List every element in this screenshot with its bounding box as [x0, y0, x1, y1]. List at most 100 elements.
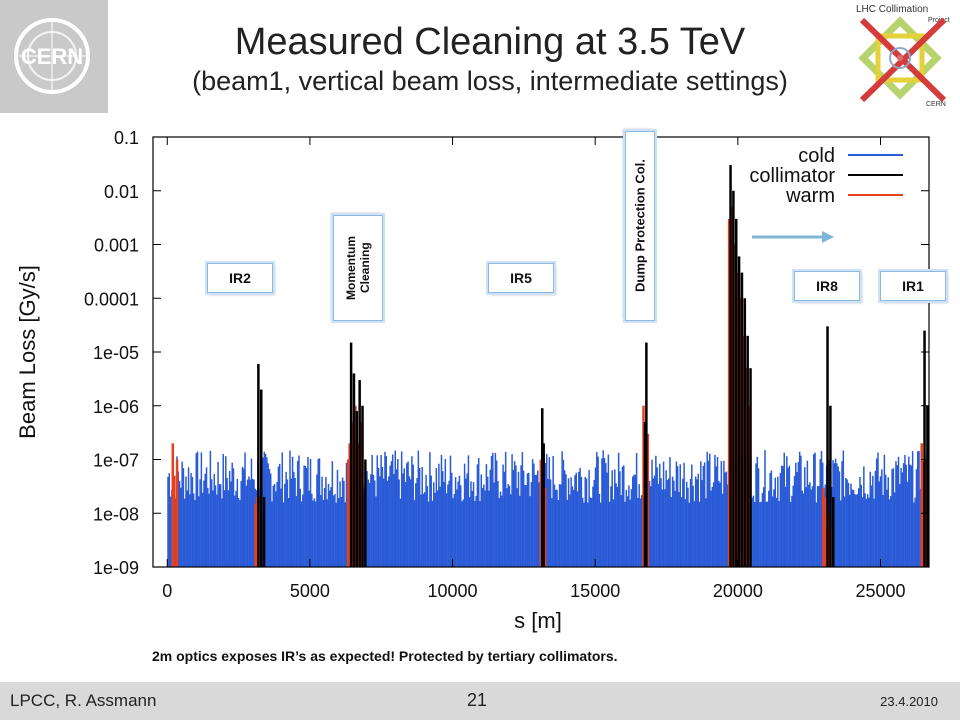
cold-bar: [809, 482, 811, 567]
warm-bar: [739, 298, 742, 567]
warm-bar: [727, 218, 731, 567]
cold-bar: [481, 487, 484, 567]
cold-bar: [408, 476, 411, 567]
cold-bar: [317, 458, 319, 567]
cold-bar: [472, 482, 475, 567]
warm-bar: [356, 443, 360, 567]
cold-bar: [237, 497, 240, 567]
x-axis-label: s [m]: [514, 608, 562, 633]
cold-bar: [384, 451, 386, 567]
cold-bar: [217, 461, 219, 567]
cold-bar: [806, 460, 809, 567]
cold-bar: [798, 451, 801, 567]
cold-bar: [547, 478, 549, 567]
cold-bar: [236, 478, 239, 567]
cold-bar: [407, 461, 409, 567]
cold-bar: [393, 473, 395, 567]
cold-bar: [599, 502, 602, 567]
cold-bar: [558, 484, 561, 567]
cold-bar: [761, 493, 764, 567]
cold-bar: [884, 474, 887, 567]
cold-bar: [377, 467, 380, 567]
cold-bar: [488, 490, 490, 567]
cold-bar: [669, 457, 671, 567]
warm-bar: [920, 443, 923, 567]
cold-bar: [702, 465, 705, 567]
cold-bar: [314, 501, 317, 567]
cold-bar: [403, 468, 405, 567]
cold-bar: [633, 474, 635, 567]
cold-bar: [169, 496, 172, 567]
cold-bar: [326, 499, 328, 567]
warm-bar: [827, 513, 831, 567]
cold-bar: [836, 463, 838, 567]
series-warm: [171, 206, 928, 567]
cold-bar: [489, 469, 491, 567]
cold-bar: [249, 479, 251, 567]
cold-bar: [305, 467, 308, 567]
cold-bar: [344, 502, 346, 567]
cold-bar: [421, 467, 423, 567]
cold-bar: [517, 471, 520, 567]
cold-bar: [675, 461, 678, 567]
cold-bar: [246, 479, 249, 567]
collimator-bar: [262, 497, 266, 567]
cold-bar: [671, 476, 674, 567]
cold-bar: [303, 465, 305, 567]
cold-bar: [890, 496, 892, 567]
collimator-bar: [926, 405, 929, 567]
cold-bar: [883, 454, 886, 567]
cold-bar: [294, 477, 296, 567]
cold-bar: [755, 463, 757, 567]
cold-bar: [570, 477, 572, 567]
cold-bar: [718, 480, 720, 567]
cold-bar: [418, 467, 421, 567]
warm-bar: [254, 503, 257, 567]
cold-bar: [416, 478, 418, 567]
cold-bar: [857, 488, 860, 567]
cold-bar: [424, 492, 426, 567]
warm-bar: [822, 487, 825, 567]
cold-bar: [335, 502, 337, 567]
cold-bar: [192, 493, 195, 567]
cold-bar: [371, 454, 373, 567]
warm-bar: [646, 433, 650, 567]
collimator-bar: [829, 405, 832, 567]
cold-bar: [860, 484, 863, 567]
cold-bar: [498, 498, 500, 567]
cold-bar: [178, 481, 181, 567]
cold-bar: [685, 481, 688, 567]
cold-bar: [574, 475, 576, 567]
warm-bar: [733, 244, 737, 567]
logo-right-line3: CERN: [926, 101, 946, 108]
cold-bar: [757, 468, 760, 567]
cold-bar: [516, 488, 518, 567]
cold-bar: [213, 473, 215, 567]
cold-bar: [700, 461, 702, 567]
cold-bar: [863, 466, 865, 567]
cold-bar: [793, 476, 796, 567]
cold-bar: [485, 464, 488, 567]
cold-bar: [696, 479, 698, 567]
warm-bar: [742, 335, 745, 567]
cold-bar: [797, 462, 800, 567]
cold-bar: [581, 497, 584, 567]
cold-bar: [865, 498, 868, 567]
cold-bar: [554, 489, 557, 567]
cold-bar: [756, 456, 759, 567]
cold-bar: [442, 471, 444, 567]
cold-bar: [372, 474, 375, 567]
cold-bar: [710, 490, 712, 567]
cold-bar: [902, 463, 905, 567]
cold-bar: [596, 452, 598, 567]
warm-bar: [348, 443, 351, 567]
ir1-label: IR1: [880, 271, 946, 301]
y-tick-label: 1e-08: [93, 504, 139, 524]
cold-bar: [818, 486, 820, 567]
cold-bar: [856, 493, 859, 567]
cold-bar: [579, 467, 581, 567]
cold-bar: [804, 467, 806, 567]
cold-bar: [191, 477, 194, 567]
cold-bar: [476, 464, 479, 567]
cold-bar: [285, 471, 287, 567]
